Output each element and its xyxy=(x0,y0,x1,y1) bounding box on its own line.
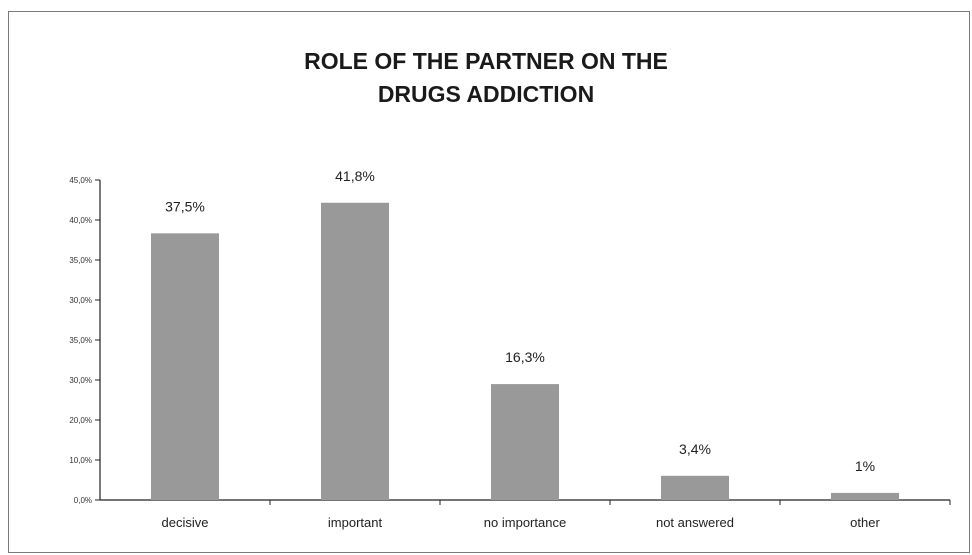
data-label: 1% xyxy=(855,458,875,474)
data-label: 3,4% xyxy=(679,441,711,457)
y-tick-label: 40,0% xyxy=(69,216,92,225)
bar-important xyxy=(321,202,389,500)
bar-not-answered xyxy=(661,475,729,500)
y-tick-label: 45,0% xyxy=(69,176,92,185)
data-label: 41,8% xyxy=(335,168,375,184)
y-tick-label: 30,0% xyxy=(69,376,92,385)
y-tick-label: 20,0% xyxy=(69,416,92,425)
bar-other xyxy=(831,492,899,500)
data-label: 37,5% xyxy=(165,198,205,214)
bar-decisive xyxy=(151,233,219,501)
category-label: no importance xyxy=(484,515,566,530)
category-label: other xyxy=(850,515,880,530)
y-tick-label: 35,0% xyxy=(69,256,92,265)
category-label: decisive xyxy=(162,515,209,530)
y-tick-label: 35,0% xyxy=(69,336,92,345)
category-label: important xyxy=(328,515,383,530)
chart-title-line-2: DRUGS ADDICTION xyxy=(377,81,595,107)
category-label: not answered xyxy=(656,515,734,530)
data-label: 16,3% xyxy=(505,349,545,365)
bar-no-importance xyxy=(491,384,559,500)
y-tick-label: 30,0% xyxy=(69,296,92,305)
y-tick-label: 10,0% xyxy=(69,456,92,465)
chart-title-line-1: ROLE OF THE PARTNER ON THE xyxy=(304,48,668,74)
y-tick-label: 0,0% xyxy=(74,496,92,505)
chart-title: ROLE OF THE PARTNER ON THE DRUGS ADDICTI… xyxy=(0,45,972,111)
